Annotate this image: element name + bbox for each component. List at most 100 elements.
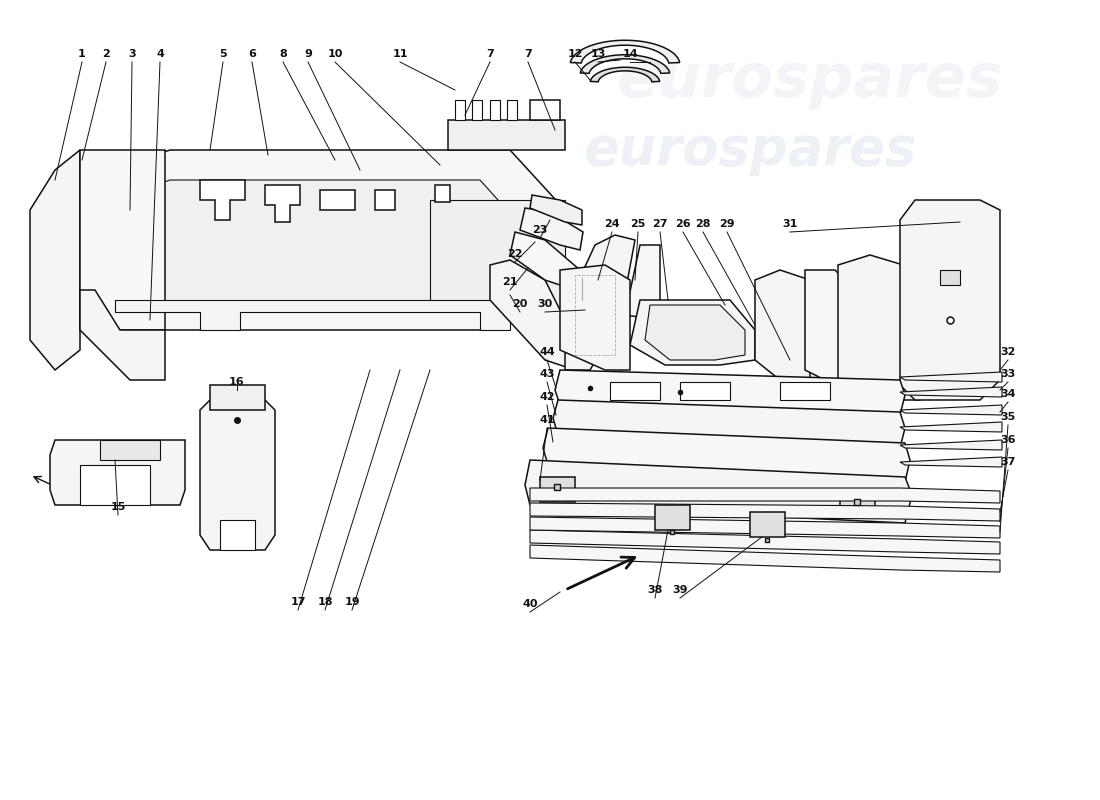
Text: 12: 12: [568, 49, 583, 59]
Polygon shape: [530, 100, 560, 120]
Text: 18: 18: [317, 597, 332, 607]
Polygon shape: [805, 270, 840, 385]
Polygon shape: [565, 235, 635, 370]
Polygon shape: [472, 100, 482, 120]
Polygon shape: [900, 387, 1002, 397]
Polygon shape: [838, 255, 920, 400]
Text: 13: 13: [591, 49, 606, 59]
Polygon shape: [100, 440, 160, 460]
Polygon shape: [200, 400, 275, 550]
Text: 41: 41: [539, 415, 554, 425]
Polygon shape: [556, 370, 905, 415]
Polygon shape: [570, 40, 680, 63]
Polygon shape: [900, 372, 1002, 382]
Text: 17: 17: [290, 597, 306, 607]
Text: 8: 8: [279, 49, 287, 59]
Polygon shape: [680, 382, 730, 400]
Polygon shape: [530, 517, 1000, 538]
Polygon shape: [900, 405, 1002, 415]
Text: 16: 16: [229, 377, 245, 387]
Text: 6: 6: [249, 49, 256, 59]
Polygon shape: [900, 440, 1002, 450]
Polygon shape: [375, 190, 395, 210]
Polygon shape: [434, 185, 450, 202]
Text: 32: 32: [1000, 347, 1015, 357]
Polygon shape: [320, 190, 355, 210]
Text: 42: 42: [539, 392, 554, 402]
Text: 21: 21: [503, 277, 518, 287]
Polygon shape: [610, 382, 660, 400]
Polygon shape: [755, 270, 810, 380]
Polygon shape: [116, 300, 525, 330]
Polygon shape: [530, 503, 1000, 521]
Polygon shape: [80, 150, 165, 330]
Polygon shape: [540, 477, 575, 502]
Text: 26: 26: [675, 219, 691, 229]
Text: 25: 25: [630, 219, 646, 229]
Polygon shape: [80, 465, 150, 505]
Polygon shape: [220, 520, 255, 550]
Text: 11: 11: [393, 49, 408, 59]
Polygon shape: [80, 150, 565, 330]
Polygon shape: [625, 245, 660, 320]
Text: eurospares: eurospares: [617, 50, 1003, 110]
Text: 30: 30: [538, 299, 552, 309]
Text: 39: 39: [672, 585, 688, 595]
Polygon shape: [510, 232, 580, 290]
Text: 15: 15: [110, 502, 125, 512]
Text: 14: 14: [623, 49, 638, 59]
Polygon shape: [940, 270, 960, 285]
Text: 27: 27: [652, 219, 668, 229]
Text: eurospares: eurospares: [583, 124, 916, 176]
Polygon shape: [900, 422, 1002, 432]
Polygon shape: [530, 488, 1000, 503]
Text: 40: 40: [522, 599, 538, 609]
Polygon shape: [543, 428, 910, 482]
Polygon shape: [525, 460, 912, 523]
Polygon shape: [50, 440, 185, 505]
Polygon shape: [490, 100, 500, 120]
Text: 20: 20: [513, 299, 528, 309]
Text: 36: 36: [1000, 435, 1015, 445]
Polygon shape: [654, 505, 690, 530]
Text: 7: 7: [524, 49, 532, 59]
Polygon shape: [507, 100, 517, 120]
Text: 34: 34: [1000, 389, 1015, 399]
Text: 35: 35: [1000, 412, 1015, 422]
Polygon shape: [80, 290, 165, 380]
Polygon shape: [448, 120, 565, 150]
Text: 43: 43: [539, 369, 554, 379]
Text: 1: 1: [78, 49, 86, 59]
Polygon shape: [210, 385, 265, 410]
Polygon shape: [430, 200, 565, 310]
Polygon shape: [560, 265, 630, 370]
Text: 3: 3: [129, 49, 135, 59]
Polygon shape: [455, 100, 465, 120]
Text: 29: 29: [719, 219, 735, 229]
Text: 37: 37: [1000, 457, 1015, 467]
Polygon shape: [630, 300, 755, 365]
Polygon shape: [553, 400, 905, 448]
Polygon shape: [750, 512, 785, 537]
Text: 5: 5: [219, 49, 227, 59]
Text: 23: 23: [532, 225, 548, 235]
Polygon shape: [840, 492, 874, 516]
Text: 38: 38: [647, 585, 662, 595]
Text: 7: 7: [486, 49, 494, 59]
Polygon shape: [591, 67, 660, 82]
Polygon shape: [900, 200, 1000, 400]
Polygon shape: [900, 457, 1002, 467]
Polygon shape: [490, 260, 580, 370]
Text: 31: 31: [782, 219, 797, 229]
Polygon shape: [116, 180, 525, 312]
Text: 2: 2: [102, 49, 110, 59]
Polygon shape: [30, 150, 80, 370]
Text: 24: 24: [604, 219, 619, 229]
Text: eurospares: eurospares: [73, 174, 477, 236]
Polygon shape: [645, 305, 745, 360]
Polygon shape: [265, 185, 300, 222]
Polygon shape: [530, 530, 1000, 554]
Polygon shape: [530, 545, 1000, 572]
Text: 28: 28: [695, 219, 711, 229]
Polygon shape: [520, 208, 583, 250]
